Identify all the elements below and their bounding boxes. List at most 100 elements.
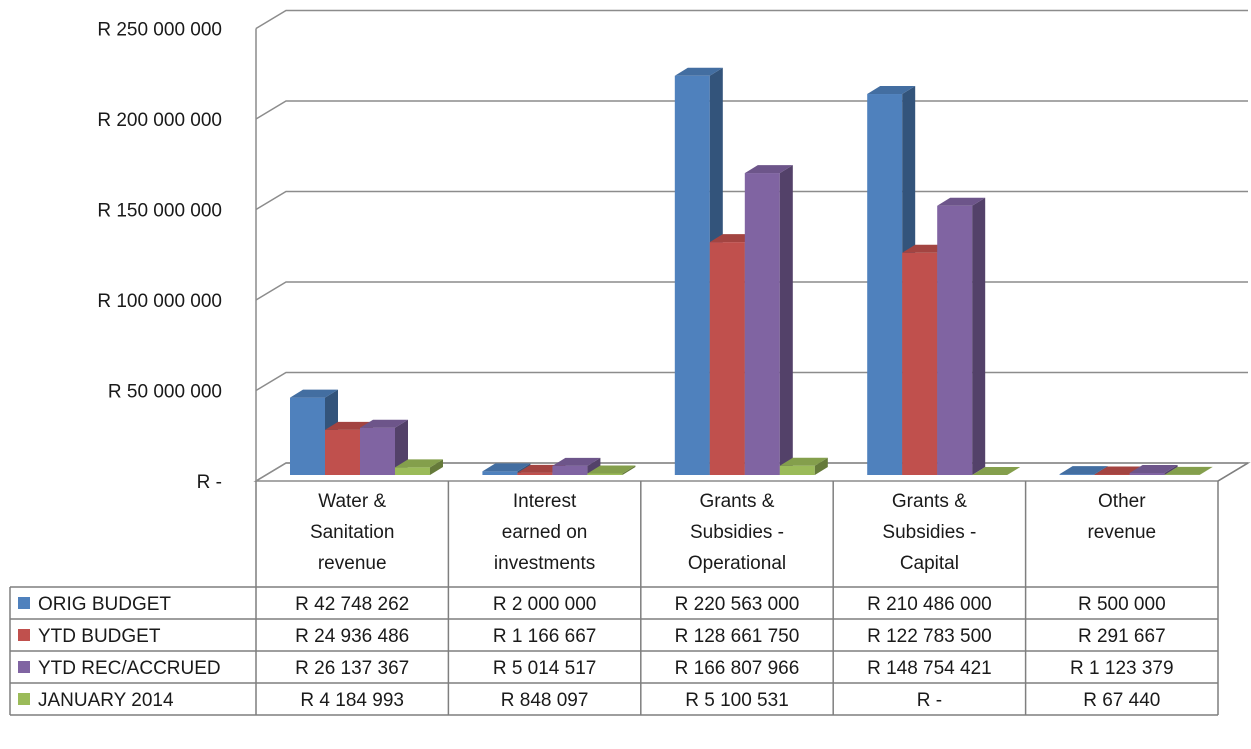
bars xyxy=(290,67,1213,476)
table-cell: R 220 563 000 xyxy=(675,594,800,615)
y-tick-label: R 100 000 000 xyxy=(97,291,222,312)
bar-front xyxy=(779,465,815,475)
legend-key xyxy=(18,597,30,609)
category-label: Sanitation xyxy=(310,522,395,543)
table-cell: R 26 137 367 xyxy=(295,658,409,679)
category-label: Subsidies - xyxy=(690,522,784,543)
table-cell: R 848 097 xyxy=(501,690,589,711)
category-label: Operational xyxy=(688,553,786,574)
bar-front xyxy=(360,427,395,475)
table-cell: R 148 754 421 xyxy=(867,658,992,679)
bar-front xyxy=(325,429,360,475)
legend-key xyxy=(18,693,30,705)
bar-top xyxy=(972,467,1021,475)
bar xyxy=(744,165,793,475)
series-name: YTD REC/ACCRUED xyxy=(38,658,221,679)
table-cell: R 5 100 531 xyxy=(685,690,789,711)
bar xyxy=(779,457,828,475)
bar-side xyxy=(395,419,408,475)
category-label: Water & xyxy=(318,491,386,512)
table-cell: R 1 123 379 xyxy=(1070,658,1174,679)
table-cell: R 166 807 966 xyxy=(675,658,800,679)
table-cell: R 291 667 xyxy=(1078,626,1166,647)
bar-front xyxy=(744,173,780,475)
table-cell: R 42 748 262 xyxy=(295,594,409,615)
bar-front xyxy=(587,473,623,475)
bar xyxy=(360,419,408,475)
bar-top xyxy=(482,463,531,472)
bar-front xyxy=(1129,472,1165,475)
bar xyxy=(1129,464,1178,475)
y-tick-label: R 250 000 000 xyxy=(97,20,222,41)
gridline xyxy=(255,9,1248,30)
bar-top xyxy=(744,165,793,174)
table-cell: R 128 661 750 xyxy=(675,626,800,647)
table-cell: R - xyxy=(917,690,942,711)
bar-side xyxy=(622,465,636,475)
bar xyxy=(587,465,636,475)
table-cell: R 4 184 993 xyxy=(300,690,404,711)
bar-top xyxy=(937,197,986,206)
category-label: Capital xyxy=(900,553,959,574)
bar-top xyxy=(779,457,828,466)
bar-top xyxy=(867,86,916,95)
bar-side xyxy=(1199,466,1213,475)
category-label: revenue xyxy=(318,553,387,574)
bar-front xyxy=(517,472,553,475)
table-cell: R 122 783 500 xyxy=(867,626,992,647)
bar-top xyxy=(290,389,338,398)
bar-top xyxy=(395,459,443,468)
bar-side xyxy=(972,197,986,475)
y-tick-label: R 150 000 000 xyxy=(97,201,222,222)
data-table: Water & Sanitation revenue Interest earned o… xyxy=(9,462,1249,716)
table-cell: R 210 486 000 xyxy=(867,594,992,615)
bar-top xyxy=(587,465,636,474)
bar-side xyxy=(779,165,793,475)
bar-front xyxy=(674,75,710,475)
y-tick-label: R 200 000 000 xyxy=(97,110,222,131)
bar xyxy=(972,467,1021,475)
table-cell: R 2 000 000 xyxy=(493,594,597,615)
category-label: Interest xyxy=(513,491,577,512)
bar xyxy=(1164,466,1213,475)
category-label: revenue xyxy=(1087,522,1156,543)
bar-side xyxy=(587,457,601,475)
legend-key xyxy=(18,661,30,673)
bar xyxy=(395,459,443,475)
y-tick-label: R - xyxy=(197,472,222,493)
bar-front xyxy=(867,94,903,476)
category-label: investments xyxy=(494,553,595,574)
bar-side xyxy=(814,457,828,475)
category-label: Subsidies - xyxy=(882,522,976,543)
bar-front xyxy=(709,242,745,475)
category-label: Grants & xyxy=(700,491,775,512)
series-name: JANUARY 2014 xyxy=(38,690,174,711)
category-label: Grants & xyxy=(892,491,967,512)
table-cell: R 67 440 xyxy=(1083,690,1160,711)
bar-top xyxy=(1059,466,1108,475)
y-tick-label: R 50 000 000 xyxy=(108,382,222,403)
bar-front xyxy=(395,467,430,475)
bar-front xyxy=(1059,474,1095,475)
bar-side xyxy=(1164,464,1178,475)
table-gridline xyxy=(1217,462,1249,482)
table-cell: R 24 936 486 xyxy=(295,626,409,647)
series-name: YTD BUDGET xyxy=(38,626,161,647)
bar-top xyxy=(552,457,601,466)
table-cell: R 5 014 517 xyxy=(493,658,597,679)
legend-key xyxy=(18,629,30,641)
y-axis-tick-labels: R - R 50 000 000 R 100 000 000 R 150 000 00… xyxy=(97,20,222,494)
bar-top xyxy=(360,419,408,428)
bar-front xyxy=(290,397,325,475)
bar-top xyxy=(674,67,723,76)
bar-front xyxy=(552,465,588,475)
gridline xyxy=(255,100,1248,120)
table-cell: R 1 166 667 xyxy=(493,626,597,647)
bar-top xyxy=(1129,464,1178,473)
bar-front xyxy=(937,205,973,475)
bar xyxy=(552,457,601,475)
bar xyxy=(937,197,986,475)
bar-front xyxy=(482,471,518,475)
gridline xyxy=(255,190,1248,211)
